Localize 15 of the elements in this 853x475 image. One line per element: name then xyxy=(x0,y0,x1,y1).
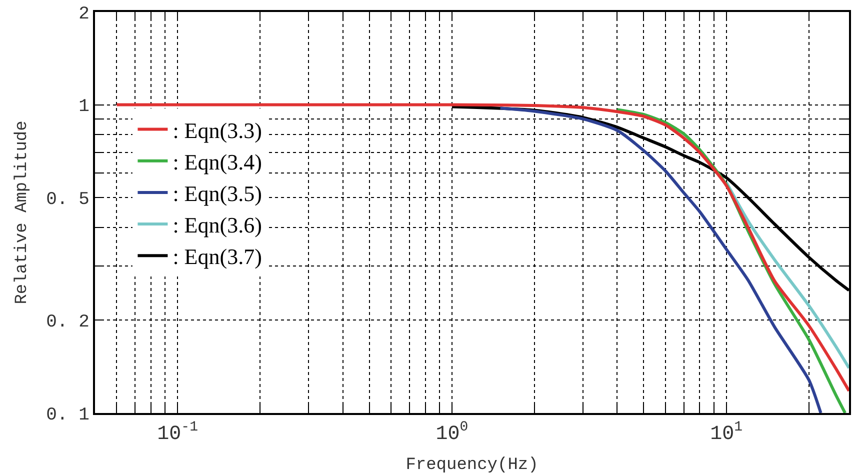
y-tick-label: 0. 5 xyxy=(46,190,90,210)
y-tick-label: 0. 1 xyxy=(46,405,90,426)
y-tick-label: 1 xyxy=(78,97,90,118)
x-axis-title: Frequency(Hz) xyxy=(406,456,538,475)
legend-label: : Eqn(3.6) xyxy=(172,212,262,238)
legend-label: : Eqn(3.3) xyxy=(172,118,262,143)
legend-label: : Eqn(3.5) xyxy=(172,181,262,206)
y-tick-label: 0. 2 xyxy=(46,312,90,333)
x-tick-label: 10$^{0}$ xyxy=(436,420,468,446)
y-tick-label: 2 xyxy=(78,4,90,24)
legend-label: : Eqn(3.4) xyxy=(172,149,262,174)
legend-label: : Eqn(3.7) xyxy=(172,244,262,270)
y-axis-title: Relative Amplitude xyxy=(13,120,32,304)
x-tick-label: 10$^{1}$ xyxy=(710,420,743,446)
x-tick-label: 10$^{-1}$ xyxy=(157,420,198,446)
